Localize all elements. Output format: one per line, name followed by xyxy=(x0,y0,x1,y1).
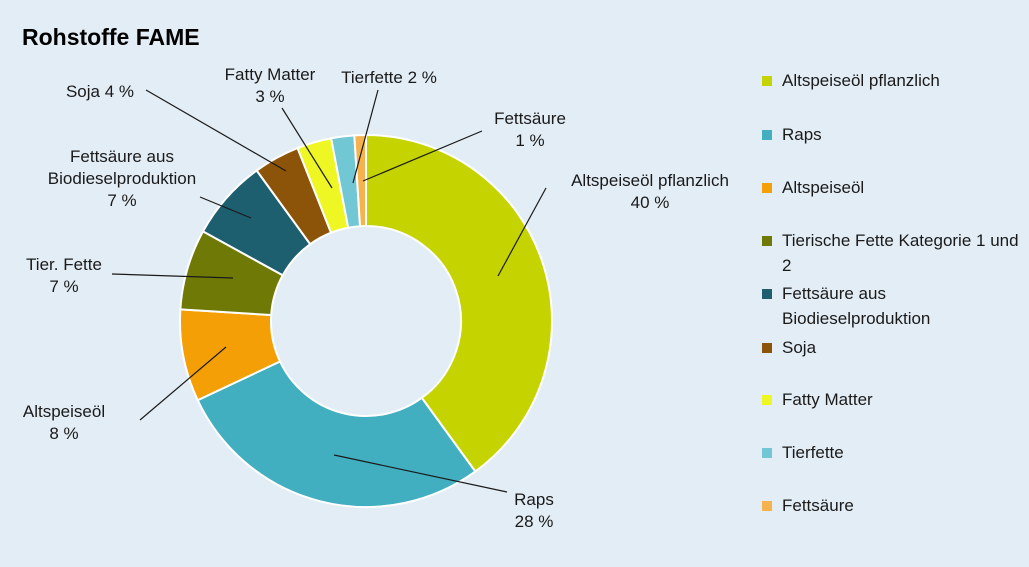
slice-label-line: 1 % xyxy=(515,131,544,150)
legend-item-raps: Raps xyxy=(762,122,1024,147)
slice-label-line: Fettsäure xyxy=(494,109,566,128)
slice-label-line: Altspeiseöl xyxy=(23,402,105,421)
slice-label-tierfette: Tierfette 2 % xyxy=(341,68,437,87)
legend-swatch xyxy=(762,395,772,405)
legend-swatch xyxy=(762,448,772,458)
legend-swatch xyxy=(762,76,772,86)
slice-label-line: Biodieselproduktion xyxy=(48,169,196,188)
legend-swatch xyxy=(762,501,772,511)
legend-label: Fatty Matter xyxy=(782,390,873,409)
leader-line-altspeiseoel-pflanzlich xyxy=(497,187,547,277)
leader-line-altspeiseoel xyxy=(139,346,227,421)
slice-label-line: Tier. Fette xyxy=(26,255,102,274)
legend-item-tierische-fette-kategorie-1-und-2: Tierische Fette Kategorie 1 und 2 xyxy=(762,228,1024,278)
donut-slices xyxy=(179,133,553,508)
leader-line-soja xyxy=(145,89,287,172)
legend-label: Fettsäure aus Biodieselproduktion xyxy=(782,284,931,328)
slice-label-line: 7 % xyxy=(107,191,136,210)
legend-item-fatty-matter: Fatty Matter xyxy=(762,387,1024,412)
slice-label-fettsaeure: Fettsäure 1 % xyxy=(494,109,566,150)
slice-label-line: Soja 4 % xyxy=(66,82,134,101)
legend-item-tierfette: Tierfette xyxy=(762,440,1024,465)
slice-label-raps: Raps 28 % xyxy=(514,490,554,531)
slice-label-line: 7 % xyxy=(49,277,78,296)
slice-label-tierische-fette-kategorie-1-und-2: Tier. Fette 7 % xyxy=(26,255,102,296)
slice-label-line: 8 % xyxy=(49,424,78,443)
legend-label: Raps xyxy=(782,125,822,144)
slice-raps xyxy=(196,360,477,508)
legend-swatch xyxy=(762,236,772,246)
leader-line-fatty-matter xyxy=(281,107,333,189)
leader-line-fettsaeure xyxy=(362,130,483,182)
legend-label: Fettsäure xyxy=(782,496,854,515)
slice-label-line: Fatty Matter xyxy=(225,65,316,84)
slice-fettsaeure xyxy=(353,133,367,228)
slice-label-fettsaeure-aus-biodieselproduktion: Fettsäure aus Biodieselproduktion 7 % xyxy=(48,147,196,210)
legend-swatch xyxy=(762,183,772,193)
leader-lines xyxy=(111,89,547,493)
legend-item-altspeiseoel-pflanzlich: Altspeiseöl pflanzlich xyxy=(762,68,1024,93)
legend-swatch xyxy=(762,289,772,299)
leader-line-tierische-fette-kategorie-1-und-2 xyxy=(111,273,234,279)
slice-altspeiseoel-pflanzlich xyxy=(365,133,553,473)
slice-label-line: Altspeiseöl pflanzlich xyxy=(571,171,729,190)
slice-label-line: Fettsäure aus xyxy=(70,147,174,166)
legend-swatch xyxy=(762,343,772,353)
legend-item-fettsaeure: Fettsäure xyxy=(762,493,1024,518)
legend-item-soja: Soja xyxy=(762,335,1024,360)
slice-label-altspeiseoel-pflanzlich: Altspeiseöl pflanzlich 40 % xyxy=(571,171,729,212)
legend-label: Tierfette xyxy=(782,443,844,462)
legend-item-altspeiseoel: Altspeiseöl xyxy=(762,175,1024,200)
legend-label: Soja xyxy=(782,338,817,357)
legend-swatch xyxy=(762,130,772,140)
legend-item-fettsaeure-aus-biodieselproduktion: Fettsäure aus Biodieselproduktion xyxy=(762,281,1024,331)
leader-line-raps xyxy=(333,454,508,493)
slice-labels: Altspeiseöl pflanzlich 40 % Raps 28 % Altspe… xyxy=(23,65,729,531)
legend-label: Tierische Fette Kategorie 1 und 2 xyxy=(782,231,1019,275)
leader-line-fettsaeure-aus-biodieselproduktion xyxy=(199,196,252,219)
slice-label-line: 40 % xyxy=(631,193,670,212)
chart-title: Rohstoffe FAME xyxy=(22,24,200,50)
slice-label-line: 28 % xyxy=(515,512,554,531)
leader-line-tierfette xyxy=(352,89,379,184)
legend-label: Altspeiseöl pflanzlich xyxy=(782,71,940,90)
slice-label-line: Tierfette 2 % xyxy=(341,68,437,87)
legend-label: Altspeiseöl xyxy=(782,178,865,197)
slice-label-altspeiseoel: Altspeiseöl 8 % xyxy=(23,402,105,443)
slice-label-line: 3 % xyxy=(255,87,284,106)
slice-label-line: Raps xyxy=(514,490,554,509)
slice-label-soja: Soja 4 % xyxy=(66,82,134,101)
slice-label-fatty-matter: Fatty Matter 3 % xyxy=(225,65,316,106)
